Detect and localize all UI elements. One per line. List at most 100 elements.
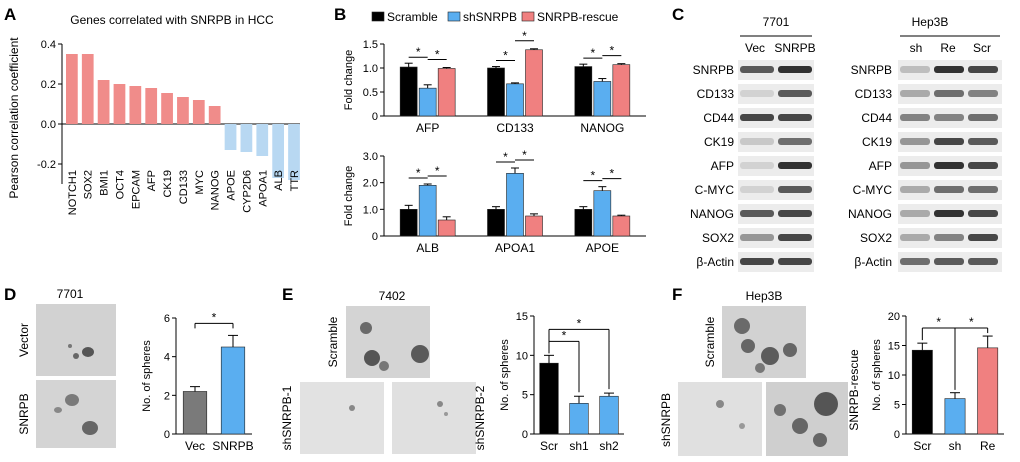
blot-band: [778, 210, 812, 217]
blot-row-label-left: β-Actin: [696, 255, 734, 269]
y-tick-label: 0.4: [41, 39, 56, 51]
blot-strip: [738, 84, 814, 104]
x-tick-label: sh2: [599, 439, 619, 453]
blot-band: [778, 138, 812, 145]
blot-strip: [738, 252, 814, 272]
sphere-blob: [761, 347, 779, 365]
bar-nanog-shsnrpb: [593, 81, 612, 117]
panel-c-label: C: [672, 5, 684, 24]
blot-row-label-left: C-MYC: [695, 183, 735, 197]
significance-star: *: [435, 164, 440, 178]
blot-col-snrpb: SNRPB: [774, 41, 815, 55]
f-image-title: Hep3B: [746, 289, 783, 303]
bar-bmi1: [97, 80, 110, 124]
bar-afp: [145, 88, 158, 124]
blot-band: [968, 162, 998, 169]
blot-strip: [738, 60, 814, 80]
legend-swatch: [521, 11, 535, 22]
blot-band: [778, 234, 812, 241]
y-tick-label: 15: [516, 311, 528, 323]
significance-star: *: [435, 48, 440, 62]
f-label-sh: shSNRPB: [659, 393, 673, 447]
sphere-blob: [364, 350, 380, 366]
blot-title-hep3b: Hep3B: [912, 15, 949, 29]
y-tick-label: 4: [164, 352, 170, 364]
significance-star: *: [936, 315, 941, 329]
blot-band: [934, 90, 964, 97]
x-tick-label: AFP: [146, 170, 158, 191]
blot-band: [900, 162, 930, 169]
bar-cyp2d6: [240, 124, 253, 152]
sphere-blob: [783, 343, 797, 357]
y-tick-label: 0: [372, 231, 378, 243]
bar-oct4: [113, 84, 126, 124]
y-axis-label: No. of spheres: [499, 339, 511, 411]
bar-sh: [944, 398, 966, 435]
significance-star: *: [522, 148, 527, 162]
legend-label: shSNRPB: [463, 10, 517, 24]
x-tick-label: sh: [949, 439, 962, 453]
blot-band: [900, 186, 930, 193]
y-tick-label: 15: [888, 341, 900, 353]
bar-notch1: [66, 54, 78, 124]
significance-star: *: [522, 29, 527, 43]
y-tick-label: 0.2: [41, 79, 56, 91]
bar-ck19: [161, 93, 173, 124]
sphere-blob: [814, 392, 838, 416]
e-label-sh1: shSNRPB-1: [280, 385, 294, 450]
blot-band: [968, 138, 998, 145]
x-tick-label: ALB: [273, 170, 285, 191]
x-tick-label: SNRPB: [212, 439, 253, 453]
panel-b-label: B: [334, 5, 346, 24]
legend-swatch: [371, 11, 385, 22]
blot-strip: [738, 204, 814, 224]
blot-band: [900, 234, 930, 241]
x-tick-label: APOE: [586, 241, 619, 255]
x-tick-label: BMI1: [99, 170, 111, 196]
y-tick-label: 20: [888, 311, 900, 323]
legend-swatch: [447, 11, 461, 22]
bar-apoe-scramble: [574, 209, 593, 237]
blot-band: [740, 186, 774, 193]
x-tick-label: AFP: [416, 121, 439, 135]
panel-f-label: F: [672, 285, 682, 304]
bar-afp-snrpb-rescue: [437, 68, 456, 117]
y-axis-label: Pearson correlation coefficient: [7, 37, 21, 199]
bar-scr: [911, 349, 933, 435]
bar-nanog: [208, 106, 221, 124]
blot-band: [968, 114, 998, 121]
blot-strip: [738, 228, 814, 248]
bar-re: [977, 347, 999, 435]
blot-band: [900, 114, 930, 121]
bar-apoa1: [256, 124, 269, 156]
x-tick-label: APOA1: [257, 170, 269, 207]
blot-strip: [738, 108, 814, 128]
x-tick-label: CYP2D6: [241, 170, 253, 213]
blot-strip: [738, 180, 814, 200]
significance-star: *: [969, 315, 974, 329]
x-tick-label: SOX2: [83, 170, 95, 199]
blot-band: [740, 138, 774, 145]
sphere-images-hep3b: Hep3B Scramble shSNRPB SNRPB-rescue: [659, 289, 861, 456]
significance-star: *: [590, 169, 595, 183]
bar-afp-scramble: [399, 66, 418, 117]
y-tick-label: 6: [164, 313, 170, 325]
sphere-count-chart-7701: 0 2 4 6 No. of spheres Vec SNRPB *: [141, 310, 254, 453]
blot-row-label-left: NANOG: [690, 207, 734, 221]
bar-apoe-shsnrpb: [593, 190, 612, 237]
blot-band: [900, 90, 930, 97]
blot-band: [934, 66, 964, 73]
sphere-images-7701: 7701 Vector SNRPB: [17, 287, 116, 448]
sphere-blob: [792, 418, 808, 434]
significance-star: *: [577, 316, 582, 330]
blot-band: [740, 114, 774, 121]
bar-alb-scramble: [399, 209, 418, 237]
micrograph-snrpb: [36, 380, 116, 448]
bar-cd133-shsnrpb: [506, 83, 524, 117]
y-tick-label: 1.5: [363, 39, 378, 51]
bar-apoa1-snrpb-rescue: [525, 215, 543, 237]
correlation-chart: Genes correlated with SNRPB in HCC -0.2 0.…: [7, 13, 301, 215]
significance-star: *: [609, 44, 614, 58]
bar-cd133-snrpb-rescue: [525, 49, 543, 117]
micrograph-sh2: [392, 382, 476, 454]
